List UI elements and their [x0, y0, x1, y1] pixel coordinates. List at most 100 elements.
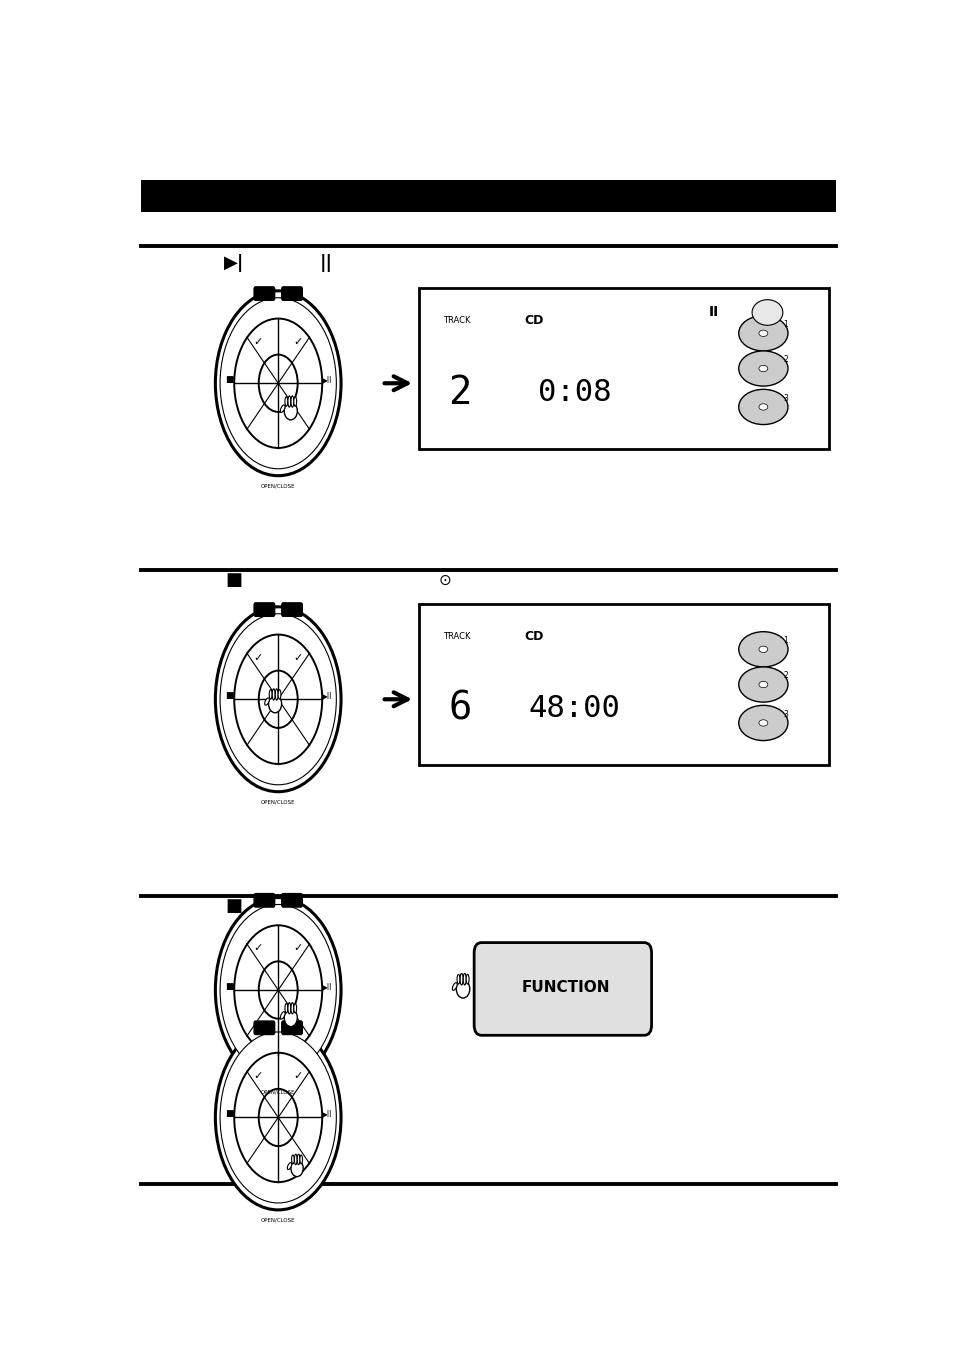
- FancyBboxPatch shape: [281, 1021, 302, 1034]
- Ellipse shape: [287, 1163, 292, 1170]
- Ellipse shape: [738, 352, 787, 386]
- Ellipse shape: [738, 390, 787, 424]
- Text: 0:08: 0:08: [537, 378, 611, 408]
- Bar: [418, 289, 828, 449]
- Ellipse shape: [456, 979, 469, 999]
- Ellipse shape: [759, 404, 767, 410]
- Ellipse shape: [751, 300, 782, 326]
- Ellipse shape: [215, 897, 341, 1082]
- Text: FUNCTION: FUNCTION: [521, 979, 610, 995]
- Ellipse shape: [220, 298, 336, 469]
- Text: OPEN/CLOSE: OPEN/CLOSE: [261, 1090, 295, 1094]
- Ellipse shape: [275, 689, 277, 700]
- Text: 48:00: 48:00: [528, 694, 619, 724]
- Text: 2: 2: [782, 356, 787, 364]
- Text: ■: ■: [225, 1109, 233, 1118]
- Ellipse shape: [759, 646, 767, 653]
- Ellipse shape: [299, 1155, 302, 1164]
- Ellipse shape: [264, 698, 269, 706]
- Text: ■: ■: [225, 572, 242, 590]
- Ellipse shape: [215, 607, 341, 792]
- Text: OPEN/CLOSE: OPEN/CLOSE: [261, 799, 295, 804]
- Text: ✓: ✓: [294, 653, 303, 662]
- Text: ■: ■: [225, 897, 242, 915]
- Ellipse shape: [272, 689, 274, 700]
- FancyBboxPatch shape: [281, 603, 302, 617]
- Ellipse shape: [452, 982, 456, 990]
- FancyBboxPatch shape: [281, 893, 302, 907]
- Ellipse shape: [277, 689, 280, 699]
- Text: 2: 2: [782, 672, 787, 680]
- Text: ■: ■: [225, 375, 233, 384]
- Ellipse shape: [285, 1004, 288, 1012]
- Text: ✓: ✓: [294, 1071, 303, 1081]
- FancyBboxPatch shape: [253, 1021, 274, 1034]
- Text: ▶II: ▶II: [322, 691, 332, 700]
- Ellipse shape: [291, 395, 294, 408]
- Text: 6: 6: [448, 689, 471, 728]
- Text: CD: CD: [523, 315, 542, 327]
- Ellipse shape: [759, 720, 767, 726]
- Ellipse shape: [220, 1031, 336, 1202]
- Text: ✓: ✓: [253, 653, 262, 662]
- Text: 1: 1: [782, 320, 787, 328]
- FancyBboxPatch shape: [281, 287, 302, 301]
- Ellipse shape: [294, 1004, 296, 1012]
- Text: CD: CD: [523, 631, 542, 643]
- Text: OPEN/CLOSE: OPEN/CLOSE: [261, 483, 295, 488]
- Ellipse shape: [258, 1089, 297, 1146]
- Ellipse shape: [738, 632, 787, 668]
- Text: OPEN/CLOSE: OPEN/CLOSE: [261, 1218, 295, 1222]
- Ellipse shape: [234, 925, 322, 1055]
- Ellipse shape: [284, 1008, 297, 1026]
- FancyBboxPatch shape: [253, 893, 274, 907]
- Text: ✓: ✓: [253, 337, 262, 346]
- Ellipse shape: [291, 1160, 303, 1176]
- Ellipse shape: [215, 1025, 341, 1209]
- Text: ▶II: ▶II: [322, 982, 332, 990]
- Ellipse shape: [220, 614, 336, 785]
- Ellipse shape: [738, 706, 787, 740]
- Ellipse shape: [292, 1155, 294, 1164]
- Ellipse shape: [234, 1053, 322, 1182]
- Ellipse shape: [456, 974, 459, 984]
- Text: ✓: ✓: [294, 337, 303, 346]
- Text: 3: 3: [782, 710, 787, 718]
- Ellipse shape: [284, 402, 297, 420]
- Text: TRACK: TRACK: [443, 316, 471, 326]
- Ellipse shape: [463, 974, 466, 985]
- FancyBboxPatch shape: [253, 603, 274, 617]
- Ellipse shape: [738, 668, 787, 702]
- Bar: [141, 181, 836, 212]
- Ellipse shape: [288, 1003, 291, 1014]
- Text: ✓: ✓: [253, 944, 262, 953]
- Text: TRACK: TRACK: [443, 632, 471, 642]
- Ellipse shape: [285, 397, 288, 406]
- Text: ▶II: ▶II: [322, 1109, 332, 1118]
- Ellipse shape: [280, 405, 285, 412]
- Ellipse shape: [459, 974, 462, 985]
- Text: 3: 3: [782, 394, 787, 402]
- Bar: [418, 605, 828, 765]
- Text: ✓: ✓: [294, 944, 303, 953]
- Text: ⊙: ⊙: [437, 573, 451, 588]
- Ellipse shape: [215, 291, 341, 476]
- Ellipse shape: [258, 670, 297, 728]
- Ellipse shape: [280, 1012, 285, 1019]
- Ellipse shape: [466, 974, 469, 984]
- Ellipse shape: [269, 689, 272, 699]
- Text: ■: ■: [225, 691, 233, 700]
- Text: 2: 2: [448, 373, 471, 412]
- Ellipse shape: [738, 316, 787, 352]
- Text: 1: 1: [782, 636, 787, 644]
- FancyBboxPatch shape: [253, 287, 274, 301]
- Text: ▶II: ▶II: [322, 375, 332, 384]
- Text: ▶|: ▶|: [223, 254, 244, 272]
- Ellipse shape: [294, 1155, 296, 1164]
- Ellipse shape: [258, 962, 297, 1019]
- Ellipse shape: [294, 397, 296, 406]
- Ellipse shape: [759, 365, 767, 372]
- Text: II: II: [708, 305, 719, 320]
- FancyBboxPatch shape: [474, 943, 651, 1036]
- Ellipse shape: [258, 354, 297, 412]
